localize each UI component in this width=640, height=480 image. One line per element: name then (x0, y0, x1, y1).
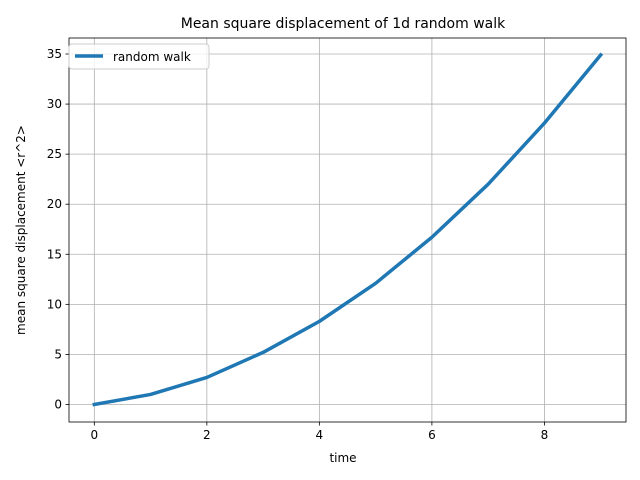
y-axis-ticks: 0 5 10 15 20 25 30 35 (47, 47, 69, 411)
legend-box (68, 43, 210, 70)
y-tick-label: 10 (47, 297, 62, 311)
y-axis-label: mean square displacement <r^2> (14, 125, 28, 335)
chart-title: Mean square displacement of 1d random wa… (181, 16, 506, 32)
x-tick-label: 8 (541, 428, 549, 442)
y-tick-label: 0 (54, 397, 62, 411)
y-tick-label: 20 (47, 197, 62, 211)
x-tick-label: 4 (316, 428, 324, 442)
x-tick-label: 2 (203, 428, 211, 442)
legend: random walk (68, 43, 210, 70)
grid (69, 38, 626, 422)
y-tick-label: 5 (54, 347, 62, 361)
series-layer (92, 52, 604, 407)
series-line (92, 52, 604, 407)
x-axis-label: time (329, 451, 356, 465)
x-axis-ticks: 0 2 4 6 8 (90, 422, 548, 442)
y-tick-label: 35 (47, 47, 62, 61)
y-tick-label: 25 (47, 147, 62, 161)
x-tick-label: 6 (428, 428, 436, 442)
y-tick-label: 30 (47, 97, 62, 111)
legend-label: random walk (113, 50, 191, 64)
plot-frame (68, 37, 627, 423)
x-tick-label: 0 (90, 428, 98, 442)
y-tick-label: 15 (47, 247, 62, 261)
